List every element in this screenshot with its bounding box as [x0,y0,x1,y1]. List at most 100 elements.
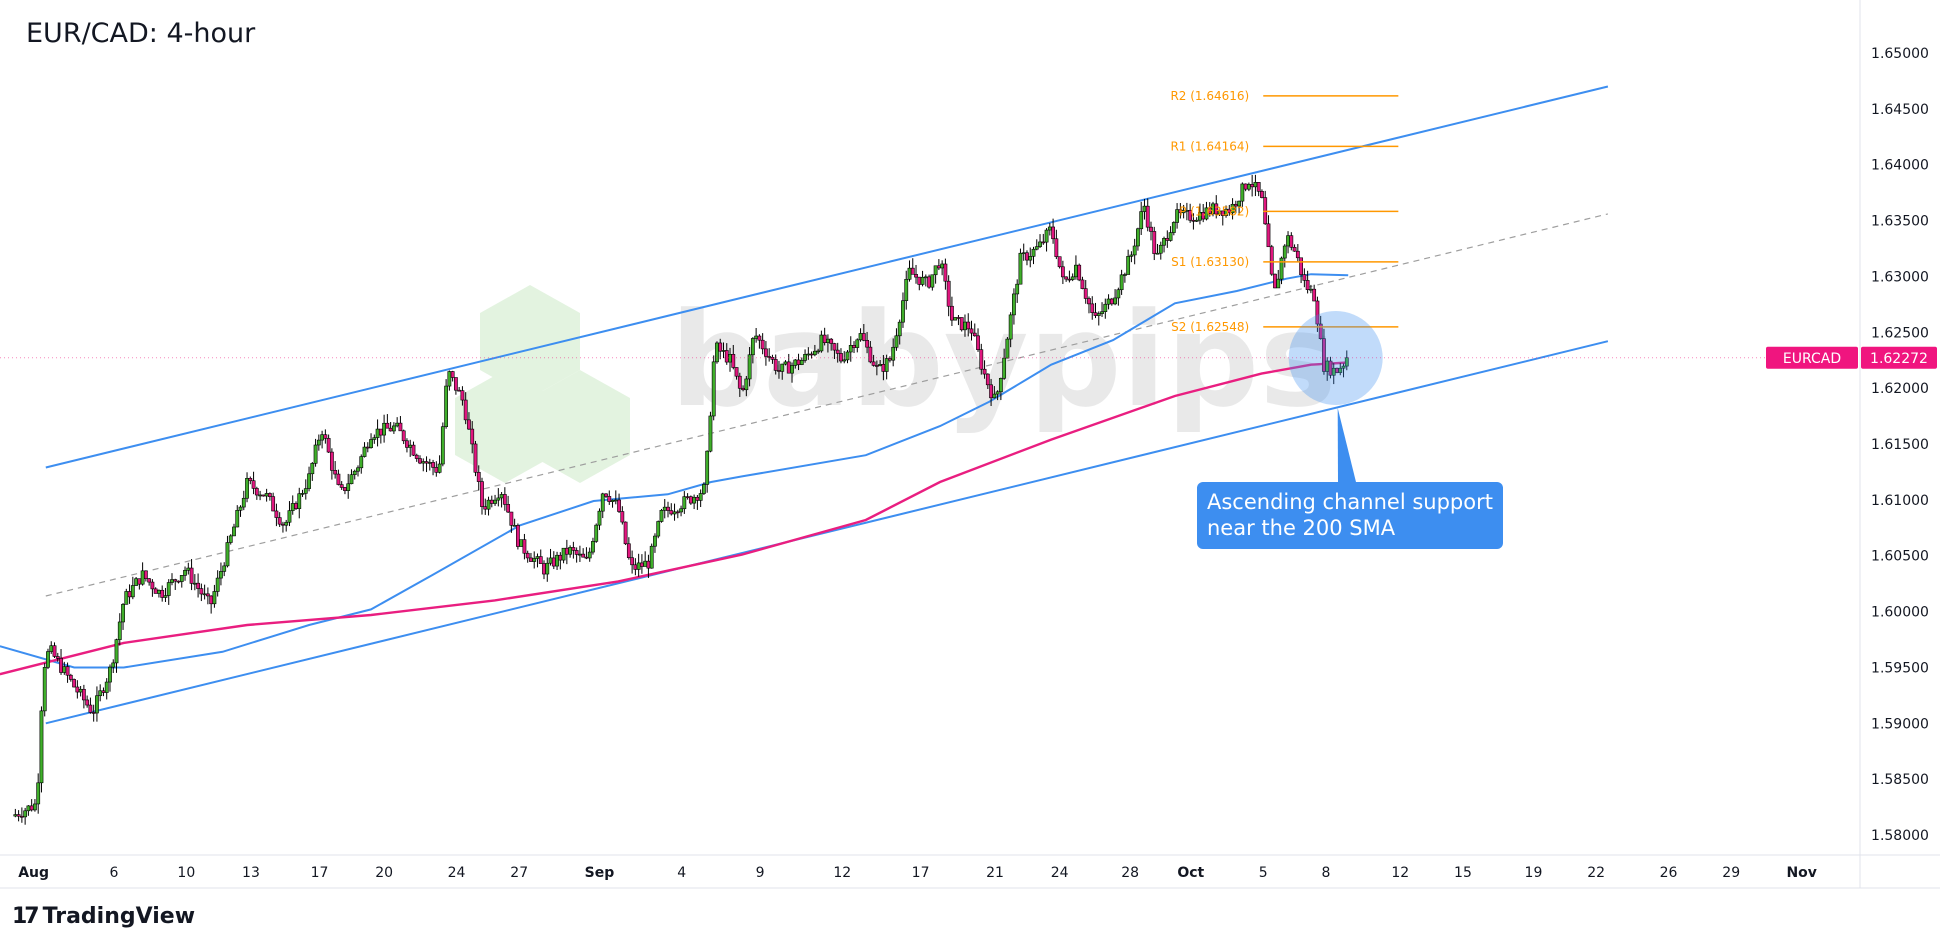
candle-bearish [868,346,873,363]
candle-bearish [861,333,866,341]
candle-bearish [538,556,543,564]
candle-bullish [493,499,497,504]
candle-bearish [564,547,569,555]
candle-bullish [1168,232,1173,241]
candle-bullish [1012,293,1016,316]
candle-bearish [453,377,458,391]
candle-bullish [444,385,449,427]
pivot-label-r1: R1 (1.64164) [1170,139,1249,153]
candle-bearish [414,454,419,459]
time-tick-label: Nov [1786,865,1816,881]
candle-bearish [277,517,282,525]
candle-bearish [604,493,608,497]
candle-bullish [1282,245,1287,259]
candle-bearish [483,506,488,510]
candle-bearish [1260,191,1264,198]
tradingview-brand[interactable]: 17 TradingView [12,904,195,929]
candle-bullish [535,556,540,559]
candle-bullish [653,535,657,547]
candle-bullish [440,426,445,465]
candle-bullish [1015,283,1020,295]
price-tick-label: 1.64500 [1871,102,1929,118]
candle-bearish [418,458,422,464]
candle-bullish [1253,182,1258,188]
candle-bearish [989,384,993,399]
candle-bearish [623,521,628,545]
candle-bearish [143,570,148,579]
candle-bullish [923,276,928,279]
tradingview-label: TradingView [42,904,196,929]
candle-bullish [894,335,899,348]
candle-bullish [212,591,217,605]
channel-lower-line [45,340,1609,725]
candle-bearish [460,390,465,401]
price-tick-label: 1.58500 [1871,772,1929,788]
candle-bullish [1237,200,1241,207]
time-axis[interactable]: Aug 6 10 13 17 20 24 27 Sep 4 9 12 17 21 24 28 Oct 5 8 12 15… [18,865,1817,881]
candle-bearish [1077,264,1082,281]
candle-bearish [865,339,869,348]
candle-bullish [1031,248,1036,257]
candle-bearish [950,305,954,321]
candle-bullish [36,782,41,805]
price-tick-label: 1.62000 [1871,381,1929,397]
candle-bullish [656,521,661,537]
annotation-line-1: Ascending channel support [1207,490,1493,514]
candle-bullish [95,695,99,714]
candle-bullish [284,521,289,526]
time-tick-label: 5 [1259,865,1268,881]
candle-bearish [1214,203,1219,215]
candle-bearish [888,358,892,361]
candle-bearish [675,511,680,514]
candle-bearish [607,496,612,502]
candle-bullish [108,666,112,683]
candle-bullish [672,511,677,515]
candle-bearish [385,422,390,429]
candle-bearish [19,815,24,818]
time-tick-label: 19 [1525,865,1543,881]
candle-bullish [111,662,116,668]
candle-bearish [551,557,556,567]
candle-bullish [264,493,269,497]
candle-bearish [617,499,621,512]
price-tick-label: 1.61500 [1871,437,1929,453]
candle-bullish [1338,367,1343,373]
candle-bullish [1129,254,1134,257]
price-axis[interactable]: 1.65000 1.64500 1.64000 1.63500 1.63000 1.625… [1871,46,1929,844]
candle-bullish [303,488,308,494]
channel-upper-line [45,85,1609,469]
candle-bearish [1087,298,1091,305]
candle-bearish [822,334,827,343]
candle-bearish [398,422,403,432]
time-tick-label: 24 [448,865,466,881]
candle-bearish [737,375,742,389]
candle-bullish [375,428,380,438]
candle-bearish [773,359,778,371]
candle-bullish [659,509,664,522]
candle-bearish [59,658,63,673]
candle-bullish [744,378,749,391]
candle-bearish [502,494,507,505]
candle-bearish [365,446,370,449]
candle-bearish [52,645,57,657]
candle-bullish [395,422,400,427]
candle-bearish [666,506,670,511]
candle-bullish [124,591,129,605]
candle-bullish [408,444,413,448]
candle-bullish [953,317,958,321]
candle-bullish [219,571,223,579]
time-tick-label: 8 [1321,865,1330,881]
candle-bearish [972,332,977,337]
candle-bearish [91,712,96,714]
price-tick-label: 1.65000 [1871,46,1929,62]
time-tick-label: 22 [1587,865,1605,881]
candle-bearish [630,557,635,566]
candle-bearish [147,578,152,583]
channel-midline [45,213,1609,597]
candle-bullish [806,353,811,356]
candle-bearish [81,688,86,701]
candle-bearish [760,339,765,350]
candle-bearish [209,595,214,605]
candle-bullish [1002,357,1007,379]
